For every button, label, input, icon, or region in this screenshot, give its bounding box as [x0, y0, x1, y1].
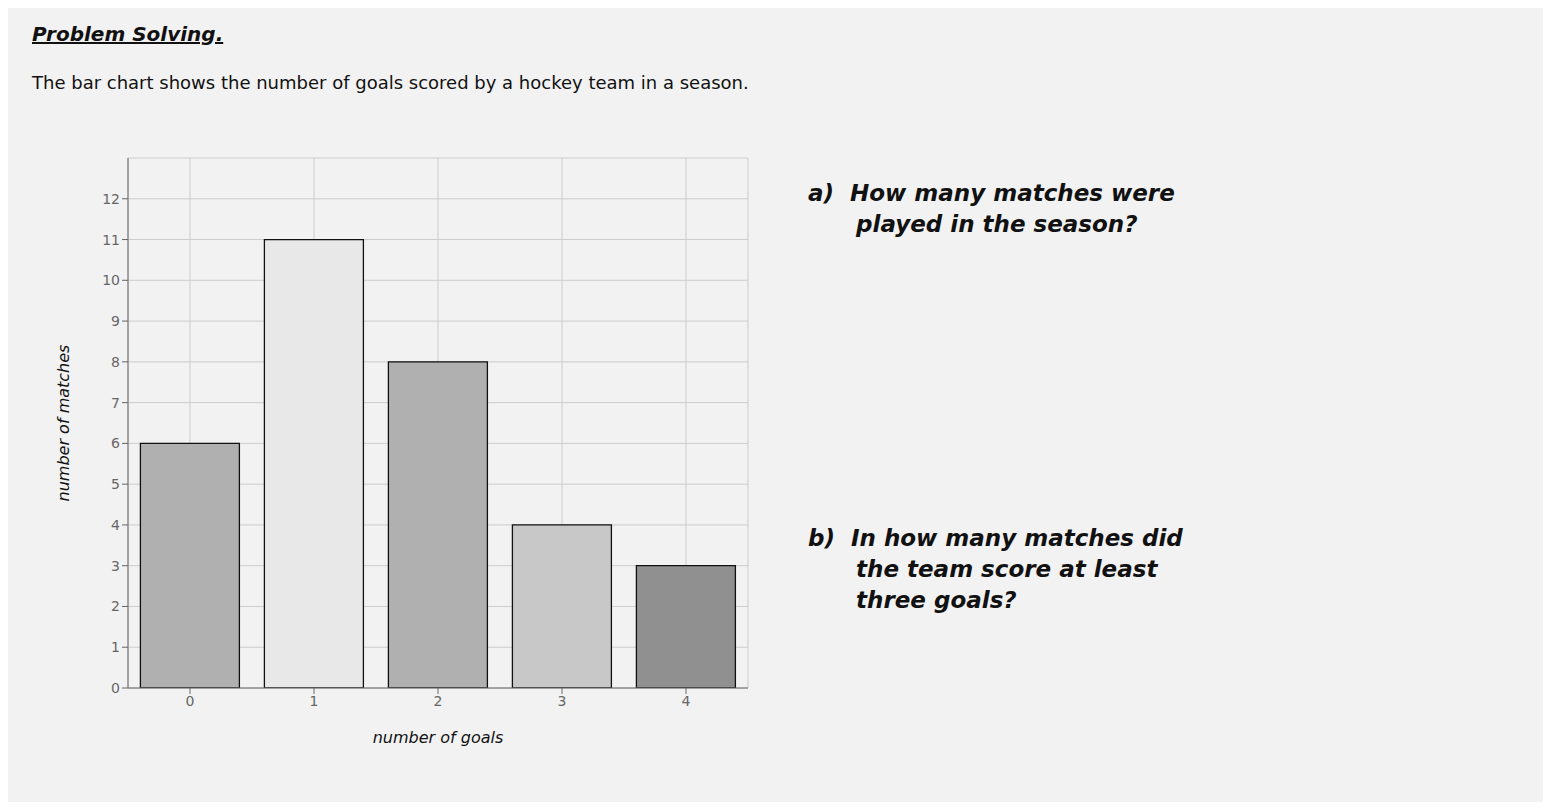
svg-text:0: 0 [186, 693, 195, 709]
html-text:The bar chart shows the number: The bar chart shows the number of goals … [32, 72, 749, 93]
svg-text:3: 3 [111, 558, 120, 574]
svg-text:2: 2 [111, 598, 120, 614]
svg-text:8: 8 [111, 354, 120, 370]
svg-text:12: 12 [102, 191, 120, 207]
svg-text:7: 7 [111, 395, 120, 411]
svg-text:3: 3 [558, 693, 567, 709]
svg-text:number of matches: number of matches [54, 345, 73, 502]
svg-text:4: 4 [111, 517, 120, 533]
svg-text:9: 9 [111, 313, 120, 329]
svg-text:5: 5 [111, 476, 120, 492]
svg-text:0: 0 [111, 680, 120, 696]
svg-text:number of goals: number of goals [373, 728, 504, 747]
svg-text:6: 6 [111, 435, 120, 451]
html-text:a) How many matches were playe: a) How many matches were played in the s… [808, 180, 1175, 237]
svg-text:4: 4 [682, 693, 691, 709]
svg-text:11: 11 [102, 232, 120, 248]
svg-text:1: 1 [310, 693, 319, 709]
html-text:b) In how many matches did the: b) In how many matches did the team scor… [808, 525, 1183, 614]
html-text:Problem Solving.: Problem Solving. [32, 22, 224, 46]
svg-text:10: 10 [102, 272, 120, 288]
svg-text:1: 1 [111, 639, 120, 655]
svg-text:2: 2 [434, 693, 443, 709]
